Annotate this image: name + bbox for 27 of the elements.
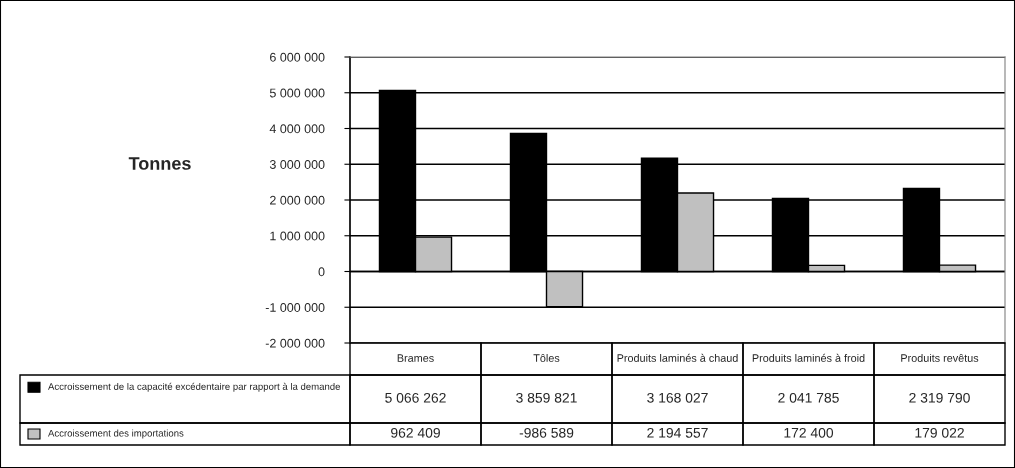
y-tick-label: -2 000 000 bbox=[265, 338, 325, 348]
data-label: 2 041 785 bbox=[778, 392, 839, 403]
y-tick-label: 3 000 000 bbox=[269, 160, 325, 169]
legend-label: Accroissement de la capacité excédentaire par rapport à la demande bbox=[48, 382, 341, 392]
y-tick-label: 5 000 000 bbox=[269, 88, 325, 98]
x-tick-label: Brames bbox=[397, 354, 434, 362]
y-tick-label: 6 000 000 bbox=[270, 52, 325, 62]
y-tick-label: 0 bbox=[318, 267, 325, 277]
data-label: 2 194 557 bbox=[647, 427, 708, 438]
y-tick-label: 4 000 000 bbox=[269, 124, 325, 134]
x-tick-label: Tôles bbox=[533, 353, 560, 362]
data-label: 2 319 790 bbox=[909, 392, 970, 403]
y-tick-label: 2 000 000 bbox=[270, 195, 325, 205]
data-label: -986 589 bbox=[519, 427, 574, 438]
data-label: 3 859 821 bbox=[516, 392, 577, 403]
y-axis-title: Tonnes bbox=[128, 157, 191, 170]
data-label: 962 409 bbox=[391, 427, 440, 438]
x-tick-label: Produits laminés à froid bbox=[752, 353, 865, 362]
data-label: 5 066 262 bbox=[385, 392, 446, 403]
x-tick-label: Produits laminés à chaud bbox=[617, 353, 738, 362]
data-label: 179 022 bbox=[915, 427, 964, 438]
y-tick-label: 1 000 000 bbox=[270, 231, 325, 241]
data-label: 172 400 bbox=[784, 427, 834, 438]
legend-label: Accroissement des importations bbox=[48, 429, 184, 439]
data-label: 3 168 027 bbox=[647, 392, 708, 403]
y-tick-label: -1 000 000 bbox=[265, 303, 325, 312]
x-tick-label: Produits revêtus bbox=[901, 353, 979, 362]
